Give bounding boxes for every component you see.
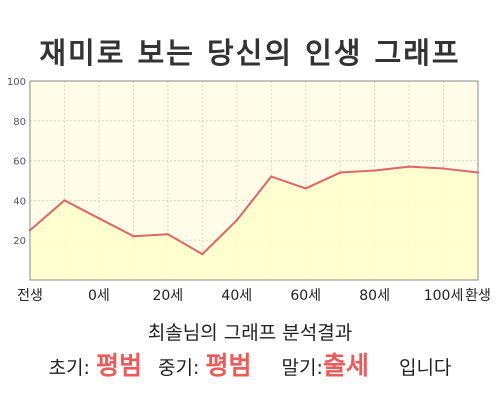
x-tick-label: 20세 [152,288,183,304]
data-point [132,235,135,238]
data-point [201,252,204,256]
data-point [304,187,307,190]
data-point [270,175,273,178]
data-point [166,233,170,236]
late-value: 출세 [322,351,369,380]
chart-axes: 20 40 60 80 100 전생 0세 20세 40세 60세 80세 100세 환생 [7,77,491,304]
x-tick-label: 60세 [290,288,321,304]
data-point [373,169,376,172]
analysis-result: 초기: 평범 중기: 평범 말기:출세 입니다 [0,346,500,382]
y-tick-label: 40 [13,196,26,207]
x-tick-label: 환생 [465,288,491,304]
x-tick-label: 40세 [221,288,252,304]
mid-label: 중기: [158,357,200,379]
early-value: 평범 [95,351,142,380]
data-point [407,165,411,168]
data-point [97,217,101,220]
data-point [338,171,342,174]
x-tick-label: 전생 [17,288,43,304]
plot-border [29,80,479,281]
data-point [235,219,238,222]
x-tick-label: 100세 [424,288,464,304]
chart-series [28,165,480,280]
y-tick-label: 20 [13,236,26,247]
series-line [29,165,479,256]
data-point [63,199,66,202]
y-tick-label: 100 [7,77,26,88]
y-tick-label: 80 [13,117,26,128]
analysis-heading: 최솔님의 그래프 분석결과 [147,322,353,344]
late-label: 말기: [281,357,323,379]
data-point [442,167,445,170]
page-title: 재미로 보는 당신의 인생 그래프 [39,36,461,70]
y-tick-label: 60 [13,157,26,168]
early-label: 초기: [48,357,90,379]
x-tick-label: 80세 [359,288,390,304]
x-tick-label: 0세 [88,288,110,304]
mid-value: 평범 [205,351,252,380]
series-area [30,166,478,280]
result-ending: 입니다 [398,357,452,379]
